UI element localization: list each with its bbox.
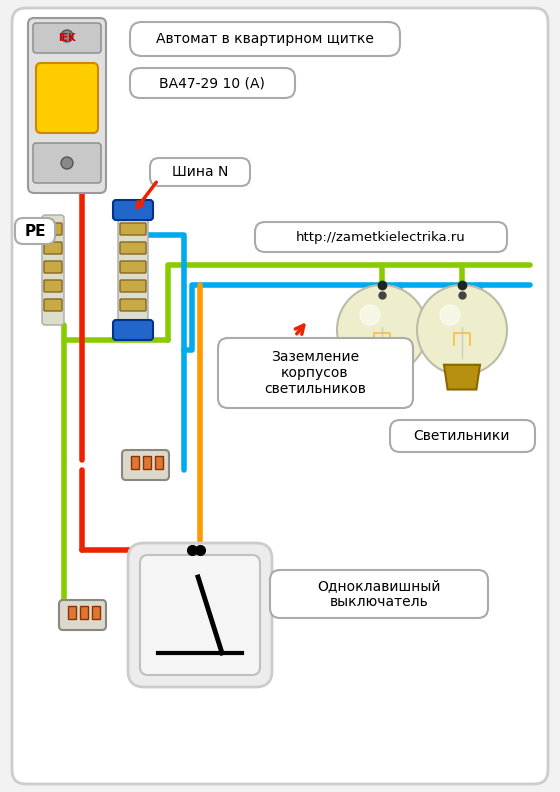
Polygon shape <box>364 365 400 390</box>
FancyBboxPatch shape <box>44 280 62 292</box>
Circle shape <box>417 285 507 375</box>
FancyBboxPatch shape <box>15 218 55 244</box>
FancyBboxPatch shape <box>218 338 413 408</box>
FancyBboxPatch shape <box>33 23 101 53</box>
FancyBboxPatch shape <box>113 200 153 220</box>
FancyBboxPatch shape <box>44 242 62 254</box>
FancyBboxPatch shape <box>118 215 148 325</box>
FancyBboxPatch shape <box>131 456 139 469</box>
FancyBboxPatch shape <box>120 299 146 311</box>
FancyBboxPatch shape <box>28 18 106 193</box>
Circle shape <box>61 30 73 42</box>
Text: ВА47-29 10 (А): ВА47-29 10 (А) <box>159 76 265 90</box>
Polygon shape <box>444 365 480 390</box>
FancyBboxPatch shape <box>92 606 100 619</box>
FancyBboxPatch shape <box>120 223 146 235</box>
FancyBboxPatch shape <box>44 223 62 235</box>
FancyBboxPatch shape <box>143 456 151 469</box>
Circle shape <box>360 305 380 325</box>
Text: Одноклавишный
выключатель: Одноклавишный выключатель <box>318 579 441 609</box>
FancyBboxPatch shape <box>122 450 169 480</box>
FancyBboxPatch shape <box>44 299 62 311</box>
FancyBboxPatch shape <box>255 222 507 252</box>
FancyBboxPatch shape <box>36 63 98 133</box>
Circle shape <box>337 285 427 375</box>
FancyBboxPatch shape <box>33 143 101 183</box>
FancyBboxPatch shape <box>113 320 153 340</box>
FancyBboxPatch shape <box>44 261 62 273</box>
FancyBboxPatch shape <box>12 8 548 784</box>
Text: Шина N: Шина N <box>172 165 228 179</box>
FancyBboxPatch shape <box>120 242 146 254</box>
FancyBboxPatch shape <box>130 68 295 98</box>
FancyBboxPatch shape <box>128 543 272 687</box>
Text: Светильники: Светильники <box>414 429 510 443</box>
Circle shape <box>61 157 73 169</box>
FancyBboxPatch shape <box>42 215 64 325</box>
Text: IEK: IEK <box>58 33 76 43</box>
FancyBboxPatch shape <box>80 606 88 619</box>
Circle shape <box>440 305 460 325</box>
FancyBboxPatch shape <box>68 606 76 619</box>
Text: http://zametkielectrika.ru: http://zametkielectrika.ru <box>296 230 466 243</box>
FancyBboxPatch shape <box>59 600 106 630</box>
FancyBboxPatch shape <box>130 22 400 56</box>
FancyBboxPatch shape <box>140 555 260 675</box>
FancyBboxPatch shape <box>270 570 488 618</box>
FancyBboxPatch shape <box>150 158 250 186</box>
Text: Заземление
корпусов
светильников: Заземление корпусов светильников <box>264 350 366 396</box>
FancyBboxPatch shape <box>120 261 146 273</box>
Text: Автомат в квартирном щитке: Автомат в квартирном щитке <box>156 32 374 46</box>
FancyBboxPatch shape <box>390 420 535 452</box>
Text: PE: PE <box>24 223 46 238</box>
FancyBboxPatch shape <box>120 280 146 292</box>
FancyBboxPatch shape <box>155 456 163 469</box>
